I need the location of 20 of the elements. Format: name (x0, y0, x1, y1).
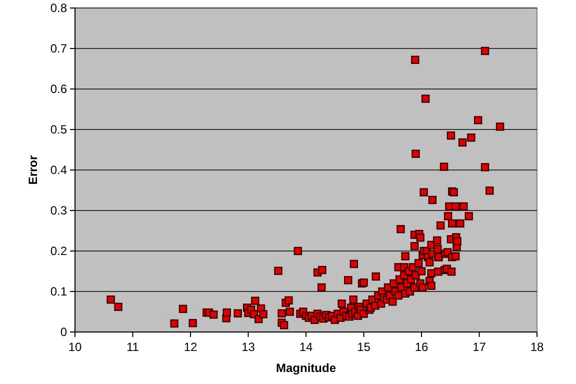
y-tick-label: 0.8 (50, 1, 68, 15)
y-tick-label: 0.1 (50, 284, 68, 298)
y-tick-label: 0.6 (50, 82, 68, 96)
x-tick-label: 15 (357, 340, 371, 354)
y-tick-label: 0 (60, 325, 68, 339)
y-tick-label: 0.4 (50, 163, 68, 177)
x-tick-label: 18 (530, 340, 544, 354)
x-tick-label: 16 (414, 340, 428, 354)
x-axis-title: Magnitude (276, 361, 336, 375)
y-axis-title: Error (26, 155, 40, 185)
x-tick-label: 10 (68, 340, 82, 354)
y-tick-label: 0.2 (50, 244, 68, 258)
x-tick-label: 11 (126, 340, 140, 354)
x-tick-label: 17 (472, 340, 486, 354)
x-tick-label: 13 (242, 340, 256, 354)
x-tick-label: 14 (299, 340, 313, 354)
y-tick-label: 0.5 (50, 122, 68, 136)
x-tick-label: 12 (184, 340, 198, 354)
y-tick-label: 0.7 (50, 42, 68, 56)
y-tick-label: 0.3 (50, 204, 68, 218)
